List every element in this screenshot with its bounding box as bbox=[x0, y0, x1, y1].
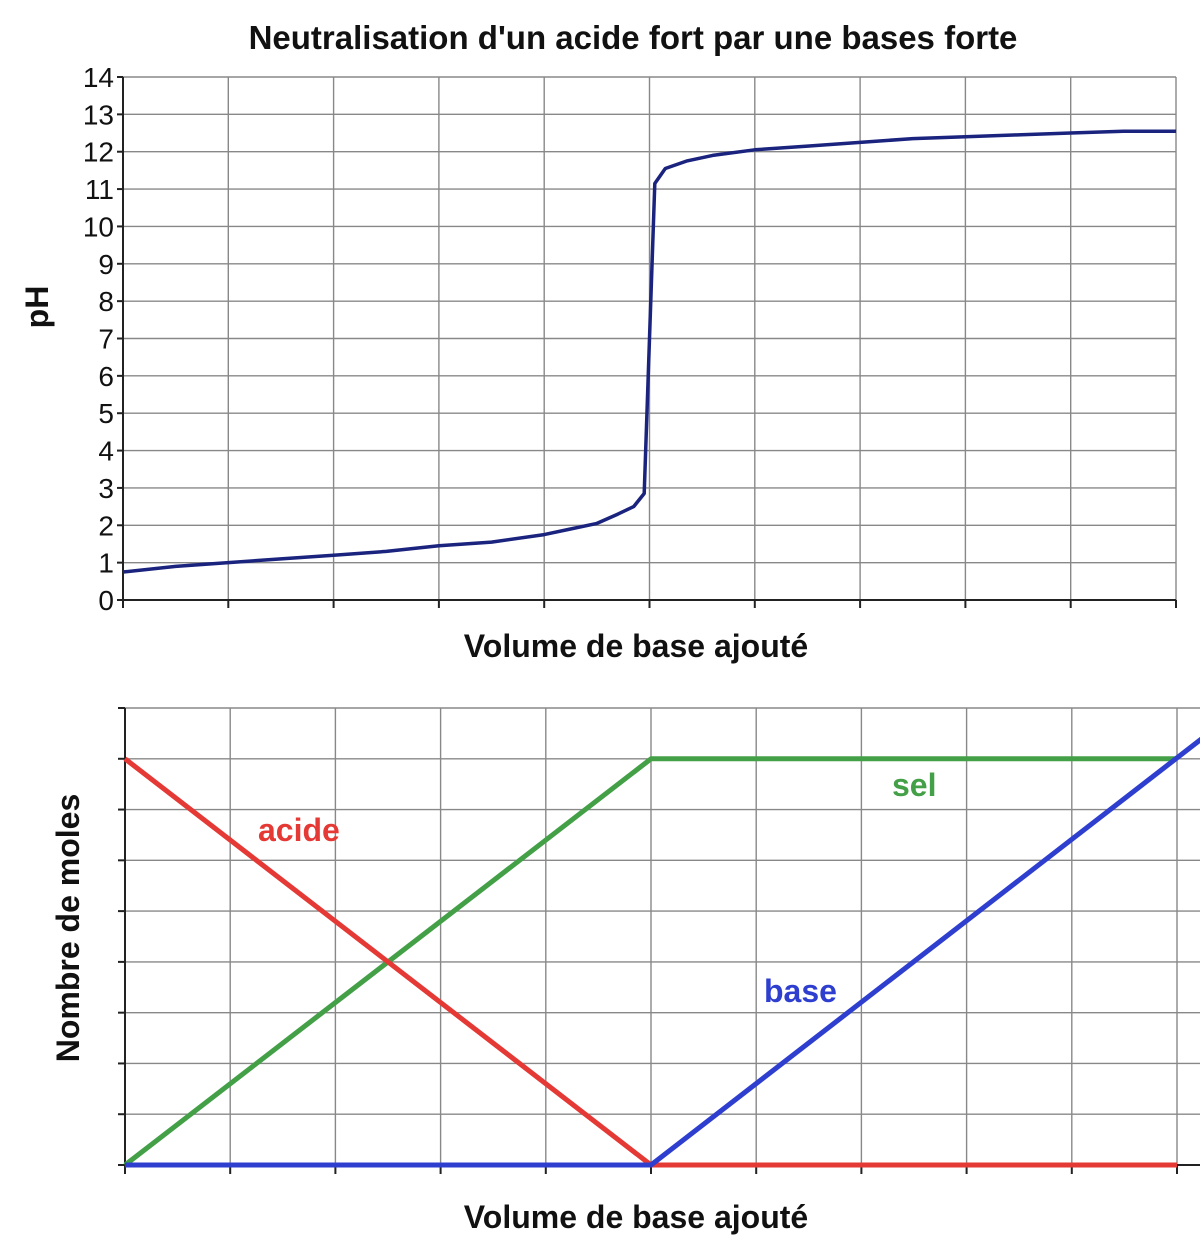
y-tick-label: 4 bbox=[98, 436, 114, 467]
y-axis-title-ph: pH bbox=[19, 286, 55, 329]
moles-chart-ticks bbox=[118, 707, 1178, 1174]
series-line-base bbox=[125, 736, 1200, 1168]
chart-title: Neutralisation d'un acide fort par une b… bbox=[249, 19, 1018, 56]
y-tick-label: 2 bbox=[98, 510, 114, 541]
moles-chart: acide sel base Nombre de moles Volume de… bbox=[50, 707, 1200, 1235]
series-label-base: base bbox=[764, 973, 837, 1009]
y-tick-label: 6 bbox=[98, 361, 114, 392]
ph-curve bbox=[122, 129, 1176, 574]
x-axis-title-ph-chart: Volume de base ajouté bbox=[464, 628, 808, 664]
y-tick-label: 0 bbox=[98, 585, 114, 616]
moles-chart-series bbox=[123, 736, 1200, 1168]
y-tick-label: 5 bbox=[98, 398, 114, 429]
y-axis-title-moles: Nombre de moles bbox=[50, 794, 86, 1063]
y-tick-label: 3 bbox=[98, 473, 114, 504]
y-tick-label: 9 bbox=[98, 249, 114, 280]
ph-chart: Neutralisation d'un acide fort par une b… bbox=[19, 19, 1177, 664]
x-axis-title-moles-chart: Volume de base ajouté bbox=[464, 1199, 808, 1235]
ph-chart-series bbox=[122, 129, 1176, 574]
series-label-acide: acide bbox=[258, 812, 340, 848]
y-tick-label: 12 bbox=[83, 137, 114, 168]
y-tick-label: 7 bbox=[98, 324, 114, 355]
series-label-sel: sel bbox=[892, 767, 936, 803]
moles-chart-grid bbox=[124, 707, 1200, 1166]
y-tick-label: 14 bbox=[83, 62, 114, 93]
y-tick-label: 8 bbox=[98, 286, 114, 317]
series-line-sel bbox=[123, 756, 1177, 1167]
y-tick-label: 1 bbox=[98, 548, 114, 579]
y-tick-label: 13 bbox=[83, 99, 114, 130]
y-tick-label: 10 bbox=[83, 211, 114, 242]
y-tick-label: 11 bbox=[85, 174, 114, 205]
